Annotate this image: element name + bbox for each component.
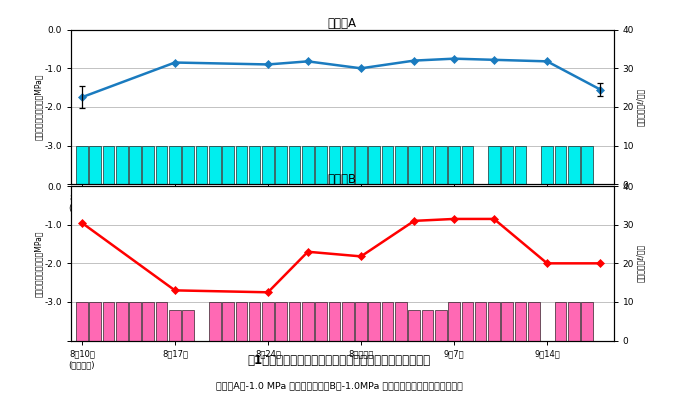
Bar [102, 145, 115, 184]
Text: 図1　「宮川早生」における樹体の水分ストレス制御事例: 図1 「宮川早生」における樹体の水分ストレス制御事例 [247, 354, 431, 367]
Bar [169, 145, 181, 184]
Y-axis label: かん水量［ℓ/樹］: かん水量［ℓ/樹］ [635, 244, 645, 282]
Bar [555, 145, 566, 184]
Bar [475, 302, 487, 341]
Bar [329, 145, 340, 184]
Bar [222, 302, 234, 341]
Bar [488, 302, 500, 341]
Bar [142, 302, 154, 341]
Bar [235, 302, 247, 341]
Bar [129, 302, 141, 341]
Bar [116, 145, 127, 184]
Bar [76, 145, 87, 184]
Bar [422, 145, 433, 184]
Bar [315, 302, 327, 341]
Bar [315, 145, 327, 184]
Bar [116, 302, 127, 341]
Bar [329, 302, 340, 341]
Bar [422, 310, 433, 341]
Bar [382, 145, 393, 184]
Bar [541, 145, 553, 184]
Bar [462, 302, 473, 341]
Y-axis label: かん水量［ℓ/樹］: かん水量［ℓ/樹］ [635, 88, 645, 126]
Bar [142, 145, 154, 184]
Y-axis label: 最大水ポテンシャル［MPa］: 最大水ポテンシャル［MPa］ [34, 230, 43, 297]
Bar [515, 302, 526, 341]
Bar [275, 302, 287, 341]
Bar [302, 145, 314, 184]
Bar [462, 145, 473, 184]
Bar [368, 302, 380, 341]
Bar [502, 302, 513, 341]
Bar [302, 302, 314, 341]
Bar [448, 145, 460, 184]
Bar [209, 145, 220, 184]
Bar [129, 145, 141, 184]
Bar [182, 310, 194, 341]
Bar [568, 302, 580, 341]
Bar [76, 302, 87, 341]
Bar [448, 302, 460, 341]
Bar [289, 145, 300, 184]
Bar [249, 145, 260, 184]
Bar [355, 302, 367, 341]
Bar [249, 302, 260, 341]
Bar [182, 145, 194, 184]
Bar [342, 145, 353, 184]
Text: 処理区A：-1.0 MPa 制御区、処理区B：-1.0MPa を下回る過度な水分ストレス区: 処理区A：-1.0 MPa 制御区、処理区B：-1.0MPa を下回る過度な水分… [216, 381, 462, 390]
Bar [102, 302, 115, 341]
Bar [581, 145, 593, 184]
Bar [275, 145, 287, 184]
Bar [382, 302, 393, 341]
Y-axis label: 最大水ポテンシャル［MPa］: 最大水ポテンシャル［MPa］ [34, 74, 43, 140]
Title: 処理区A: 処理区A [328, 17, 357, 30]
Bar [395, 302, 407, 341]
Bar [488, 145, 500, 184]
Bar [568, 145, 580, 184]
Bar [289, 302, 300, 341]
Bar [435, 145, 447, 184]
Bar [515, 145, 526, 184]
Bar [408, 310, 420, 341]
Bar [156, 145, 167, 184]
Bar [156, 302, 167, 341]
Title: 処理区B: 処理区B [328, 173, 357, 186]
Bar [235, 145, 247, 184]
Bar [368, 145, 380, 184]
Bar [408, 145, 420, 184]
Bar [435, 310, 447, 341]
Bar [196, 145, 207, 184]
Bar [342, 302, 353, 341]
Bar [262, 302, 274, 341]
Bar [581, 302, 593, 341]
Bar [222, 145, 234, 184]
Bar [502, 145, 513, 184]
Bar [262, 145, 274, 184]
Bar [209, 302, 220, 341]
Bar [395, 145, 407, 184]
Bar [89, 302, 101, 341]
Bar [89, 145, 101, 184]
Bar [169, 310, 181, 341]
Bar [555, 302, 566, 341]
Bar [355, 145, 367, 184]
Bar [528, 302, 540, 341]
